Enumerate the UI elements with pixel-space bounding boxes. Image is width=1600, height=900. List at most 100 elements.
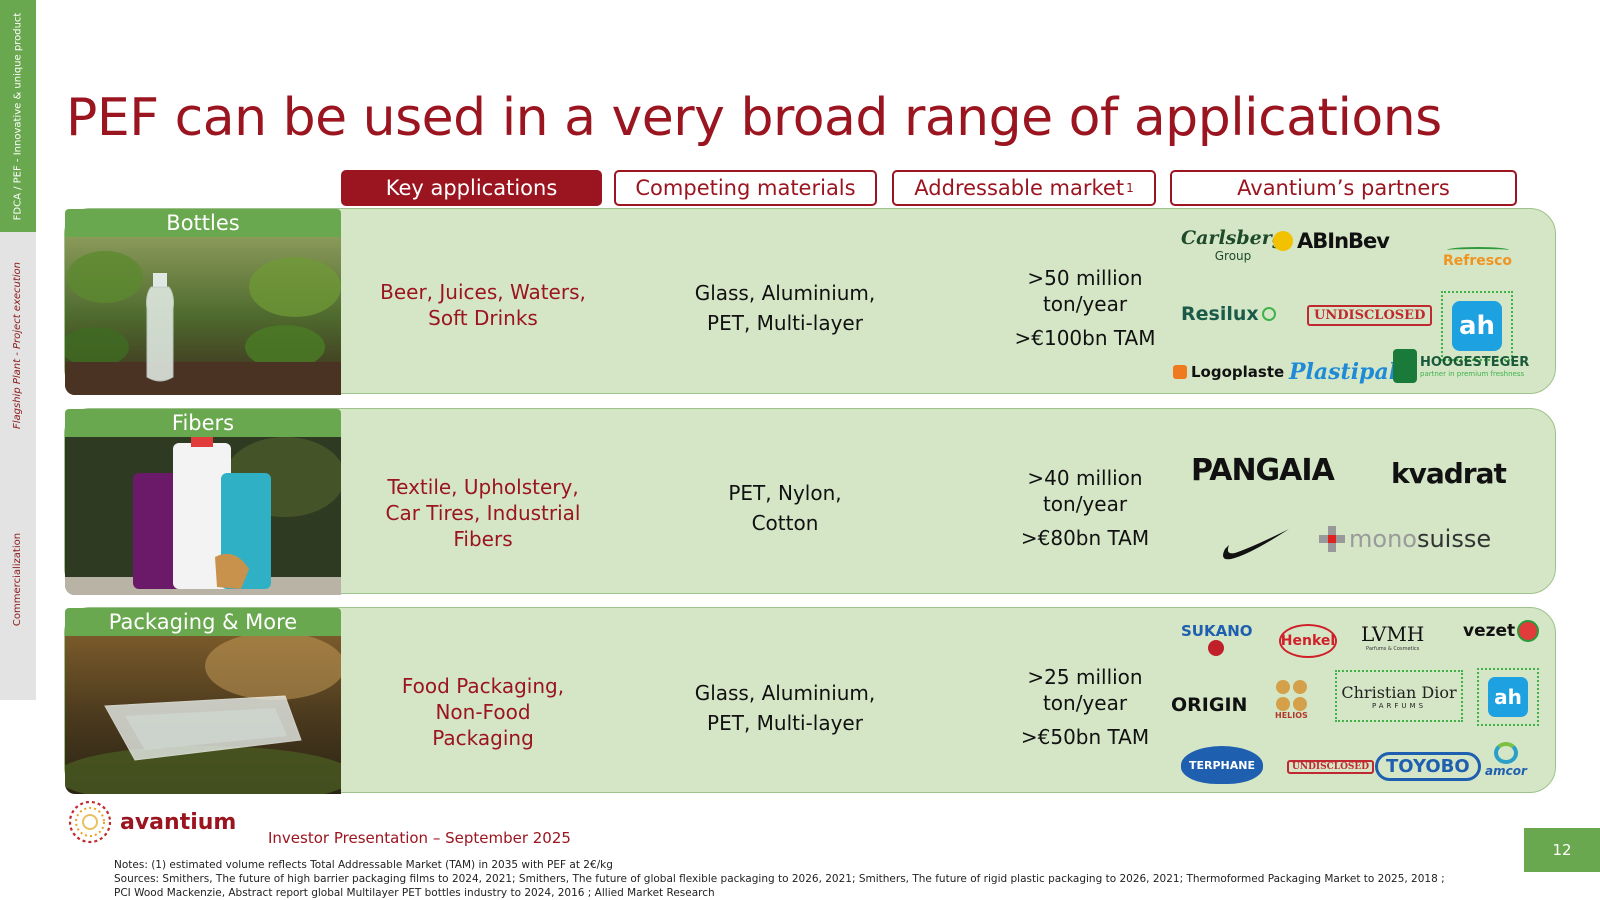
suntory-mid: KA bbox=[1204, 622, 1227, 656]
logo-text: NO bbox=[1227, 622, 1253, 640]
page-number: 12 bbox=[1524, 828, 1600, 872]
logo-text: LVMH bbox=[1361, 622, 1425, 646]
competing-cell: Glass, Aluminium, PET, Multi-layer bbox=[665, 649, 905, 767]
logo-text: vezet bbox=[1463, 621, 1516, 641]
apps-cell: Textile, Upholstery, Car Tires, Industri… bbox=[343, 449, 623, 577]
header-label: Addressable market bbox=[914, 176, 1125, 200]
nav-label: Flagship Plant - Project execution bbox=[12, 261, 24, 429]
apps-cell: Beer, Juices, Waters, Soft Drinks bbox=[343, 249, 623, 361]
competing-text: PET, Multi-layer bbox=[707, 311, 863, 335]
competing-text: Cotton bbox=[751, 511, 819, 535]
nav-section-fdca-pef[interactable]: FDCA / PEF - Innovative & unique product bbox=[0, 0, 36, 232]
volume-text: >25 million bbox=[1027, 665, 1143, 689]
hoogesteger-icon bbox=[1393, 349, 1417, 383]
logo-text: ABInBev bbox=[1297, 229, 1390, 253]
page-title: PEF can be used in a very broad range of… bbox=[66, 88, 1442, 148]
undisclosed-stamp: UNDISCLOSED bbox=[1287, 760, 1375, 774]
side-nav: FDCA / PEF - Innovative & unique product… bbox=[0, 0, 36, 700]
competing-cell: Glass, Aluminium, PET, Multi-layer bbox=[665, 249, 905, 367]
logo-text: Logoplaste bbox=[1191, 363, 1285, 381]
abinbev-icon bbox=[1273, 231, 1293, 251]
header-label: Key applications bbox=[385, 176, 558, 200]
row-label: Packaging & More bbox=[65, 608, 341, 636]
tam-text: >€100bn TAM bbox=[1014, 326, 1156, 350]
logo-text: ORIGIN bbox=[1171, 694, 1248, 716]
volume-text: ton/year bbox=[1042, 292, 1128, 316]
logo-text: kvadrat bbox=[1391, 457, 1507, 490]
ah-logo-box: ah bbox=[1477, 668, 1539, 726]
pangaia-logo: PANGAIA bbox=[1191, 453, 1335, 488]
row-packaging: Packaging & More Food Packaging, Non-Foo… bbox=[64, 607, 1556, 794]
app-text: Fibers bbox=[453, 527, 513, 551]
dior-logo-box: Christian Dior PARFUMS bbox=[1335, 670, 1463, 722]
logo-text: Group bbox=[1214, 249, 1252, 263]
app-text: Packaging bbox=[432, 726, 534, 750]
nav-section-commercialization[interactable]: Commercialization bbox=[0, 458, 36, 700]
abinbev-logo: ABInBev bbox=[1273, 229, 1390, 253]
volume-text: ton/year bbox=[1042, 691, 1128, 715]
logo-text: Resilux bbox=[1181, 303, 1259, 325]
plastipak-logo: Plastipak bbox=[1289, 359, 1404, 385]
logo-text: Plastipak bbox=[1289, 359, 1404, 385]
terphane-logo: TERPHANE bbox=[1181, 746, 1263, 784]
packaging-image bbox=[65, 636, 341, 794]
apps-cell: Food Packaging, Non-Food Packaging bbox=[343, 648, 623, 776]
carlsberg-logo: Carlsberg Group bbox=[1181, 227, 1285, 263]
app-text: Soft Drinks bbox=[428, 306, 538, 330]
helios-logo: HELIOS bbox=[1275, 680, 1308, 720]
header-competing-materials: Competing materials bbox=[614, 170, 877, 206]
logo-text: Christian Dior bbox=[1341, 682, 1457, 702]
logo-text: Refresco bbox=[1443, 253, 1513, 269]
competing-text: PET, Multi-layer bbox=[707, 710, 863, 735]
refresco-logo: Refresco bbox=[1443, 247, 1512, 269]
competing-text: PET, Nylon, bbox=[728, 481, 842, 505]
app-text: Non-Food bbox=[435, 700, 531, 724]
market-cell: >25 million ton/year >€50bn TAM bbox=[945, 648, 1225, 766]
logo-text: UNDISCLOSED bbox=[1292, 762, 1370, 772]
suntory-dot-icon bbox=[1207, 640, 1224, 656]
volume-text: ton/year bbox=[1042, 492, 1128, 516]
logo-text: PANGAIA bbox=[1191, 453, 1335, 488]
logo-text: Carlsberg bbox=[1181, 227, 1286, 249]
fibers-image bbox=[65, 437, 341, 595]
row-label: Fibers bbox=[65, 409, 341, 437]
albert-heijn-icon: ah bbox=[1452, 301, 1502, 351]
refresco-arc-icon bbox=[1446, 247, 1509, 253]
helios-dots-icon bbox=[1275, 680, 1307, 711]
hoogesteger-text: HOOGESTEGER partner in premium freshness bbox=[1420, 355, 1529, 378]
logo-text: TOYOBO bbox=[1386, 756, 1470, 777]
nav-label: FDCA / PEF - Innovative & unique product bbox=[12, 12, 24, 220]
ah-logo-box: ah bbox=[1441, 291, 1513, 361]
nav-section-flagship-plant[interactable]: Flagship Plant - Project execution bbox=[0, 232, 36, 458]
row-bottles: Bottles Beer, Juices, Waters, Soft Drink… bbox=[64, 208, 1556, 395]
logo-text: amcor bbox=[1485, 764, 1527, 778]
volume-text: >50 million bbox=[1027, 266, 1143, 290]
logo-text: Parfums & Cosmetics bbox=[1366, 646, 1420, 652]
footnote-marker: 1 bbox=[1126, 181, 1134, 195]
row-fibers: Fibers Textile, Upholstery, Car Tires, I… bbox=[64, 408, 1556, 595]
nike-swoosh-icon bbox=[1223, 529, 1289, 560]
competing-text: Glass, Aluminium, bbox=[694, 281, 876, 305]
app-text: Food Packaging, bbox=[401, 674, 565, 698]
header-key-applications: Key applications bbox=[341, 170, 602, 206]
monosuisse-logo: mono suisse bbox=[1319, 525, 1491, 553]
monosuisse-cross-icon bbox=[1319, 526, 1345, 552]
logo-text: PARFUMS bbox=[1371, 701, 1427, 710]
origin-logo: ORIGIN bbox=[1171, 694, 1247, 716]
header-label: Avantium’s partners bbox=[1237, 176, 1450, 200]
kvadrat-logo: kvadrat bbox=[1391, 457, 1507, 490]
presentation-label: Investor Presentation – September 2025 bbox=[268, 829, 571, 847]
header-partners: Avantium’s partners bbox=[1170, 170, 1517, 206]
brand-name: avantium bbox=[120, 809, 237, 835]
partner-logos: Carlsberg Group ABInBev Refresco Resilux… bbox=[1173, 219, 1555, 385]
albert-heijn-icon: ah bbox=[1488, 677, 1528, 717]
note-line: PCI Wood Mackenzie, Abstract report glob… bbox=[114, 887, 715, 899]
logo-text: KA bbox=[1203, 622, 1228, 640]
lvmh-logo: LVMH Parfums & Cosmetics bbox=[1361, 622, 1424, 652]
hoogesteger-logo: HOOGESTEGER partner in premium freshness bbox=[1393, 349, 1529, 383]
footnotes: Notes: (1) estimated volume reflects Tot… bbox=[114, 858, 1494, 900]
toyobo-logo: TOYOBO bbox=[1375, 752, 1481, 781]
partner-logos: PANGAIA kvadrat mono suisse bbox=[1191, 419, 1555, 585]
logoplaste-logo: Logoplaste bbox=[1173, 363, 1284, 381]
amcor-icon bbox=[1493, 742, 1518, 764]
